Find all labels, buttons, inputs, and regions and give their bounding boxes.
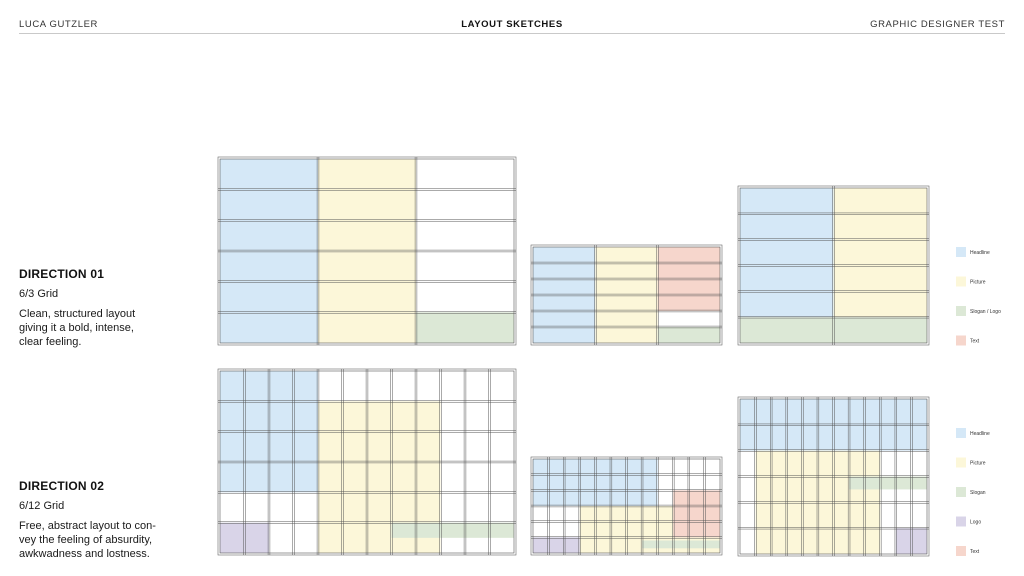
legend-direction-02-label: Headline: [970, 431, 990, 437]
description-line: awkwadness and lostness.: [19, 548, 150, 560]
description-line: vey the feeling of absurdity,: [19, 534, 153, 546]
legend-direction-02-swatch-logo: [956, 516, 966, 527]
dir01-poster-wide-inner-border: [532, 246, 721, 344]
dir02-poster-wide-block-slogan: [642, 540, 720, 549]
direction-01-block: DIRECTION 01 6/3 Grid Clean, structured …: [19, 267, 204, 349]
direction-description: Clean, structured layout giving it a bol…: [19, 307, 204, 349]
author-name: LUCA GUTZLER: [19, 19, 98, 30]
header-divider: [19, 33, 1005, 34]
dir01-poster-wide-block-slogan: [657, 327, 720, 343]
dir02-poster-wide-inner-border: [532, 458, 721, 554]
dir02-poster-large-inner-border: [219, 370, 515, 554]
legend-direction-02-swatch-picture: [956, 457, 966, 468]
legend-direction-01-swatch-text: [956, 335, 966, 346]
dir01-poster-large-inner-border: [219, 158, 515, 344]
direction-02-block: DIRECTION 02 6/12 Grid Free, abstract la…: [19, 479, 204, 561]
legend-direction-02-swatch-headline: [956, 428, 966, 438]
dir02-poster-wide-block-text: [673, 490, 720, 538]
dir02-poster-medium-block-logo: [895, 528, 927, 554]
description-line: clear feeling.: [19, 336, 82, 348]
dir02-poster-large-block-logo: [220, 522, 269, 553]
direction-grid-type: 6/12 Grid: [19, 500, 65, 512]
legend-direction-01-label: Headline: [970, 250, 990, 256]
dir02-poster-large-block-headline: [220, 371, 318, 493]
legend-direction-02-label: Picture: [970, 461, 986, 467]
dir01-poster-medium-outer-border: [737, 185, 930, 346]
direction-title: DIRECTION 01: [19, 267, 105, 281]
legend-direction-01-label: Picture: [970, 280, 986, 286]
description-line: Clean, structured layout: [19, 308, 136, 320]
dir01-poster-medium-block-slogan: [740, 317, 927, 343]
dir02-poster-wide-outer-border: [530, 456, 723, 556]
legend-direction-01-swatch-headline: [956, 247, 966, 257]
dir02-poster-wide-block-logo: [533, 537, 580, 553]
dir02-poster-medium-block-picture: [755, 450, 881, 554]
project-label: GRAPHIC DESIGNER TEST: [870, 19, 1005, 30]
legend-direction-02-swatch-text: [956, 546, 966, 556]
dir02-poster-medium-block-headline: [740, 399, 927, 451]
legend-direction-02-swatch-slogan: [956, 487, 966, 497]
dir02-poster-wide-block-headline: [533, 459, 658, 506]
dir01-poster-large-outer-border: [217, 156, 517, 346]
dir01-poster-wide-outer-border: [530, 244, 723, 346]
legend-direction-01-swatch-slogan: [956, 306, 966, 316]
dir01-poster-medium-inner-border: [739, 187, 928, 344]
direction-grid-type: 6/3 Grid: [19, 288, 59, 300]
direction-description: Free, abstract layout to con- vey the fe…: [19, 519, 204, 561]
page-title: LAYOUT SKETCHES: [461, 19, 563, 30]
legend-direction-02-label: Logo: [970, 520, 981, 526]
dir01-poster-large-block-slogan: [416, 312, 514, 343]
direction-title: DIRECTION 02: [19, 479, 105, 493]
dir01-poster-large-block-headline: [220, 159, 318, 343]
description-line: giving it a bold, intense,: [19, 322, 134, 334]
dir01-poster-wide-block-picture: [595, 247, 658, 343]
legend-direction-01-label: Slogan / Logo: [970, 309, 1001, 315]
legend-direction-01-label: Text: [970, 339, 980, 345]
dir01-poster-medium-block-picture: [833, 188, 927, 318]
dir01-poster-wide-block-text: [657, 247, 720, 311]
legend-direction-02-label: Text: [970, 549, 980, 555]
dir02-poster-medium-outer-border: [737, 396, 930, 557]
dir02-poster-medium-block-slogan: [849, 476, 927, 490]
dir02-poster-large-outer-border: [217, 368, 517, 556]
dir01-poster-wide-block-headline: [533, 247, 596, 343]
description-line: Free, abstract layout to con-: [19, 520, 156, 532]
legend-direction-02-label: Slogan: [970, 490, 986, 496]
dir01-poster-large-block-picture: [318, 159, 416, 343]
dir02-poster-medium-inner-border: [739, 398, 928, 555]
legend-direction-01-swatch-picture: [956, 276, 966, 287]
dir01-poster-medium-block-headline: [740, 188, 834, 318]
dir02-poster-large-block-slogan: [391, 522, 514, 538]
